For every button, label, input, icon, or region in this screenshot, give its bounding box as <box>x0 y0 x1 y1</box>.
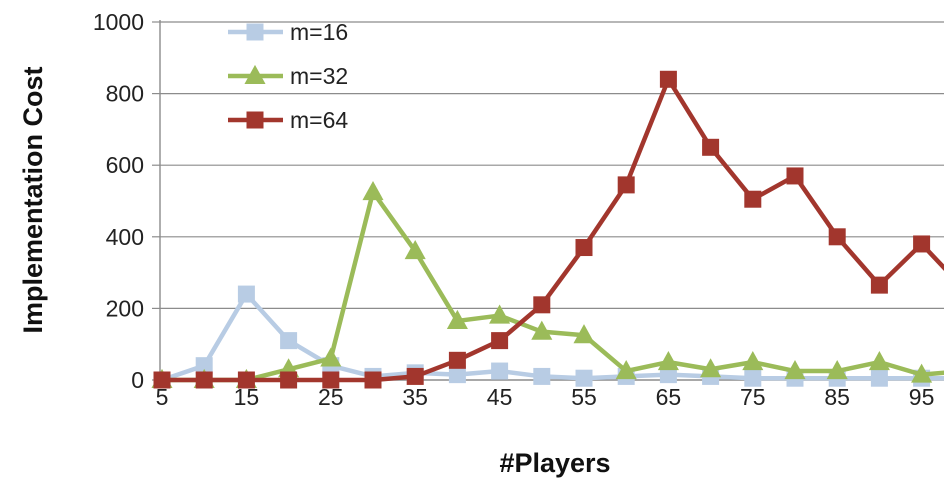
data-point <box>870 276 888 294</box>
data-point <box>491 362 509 380</box>
data-point <box>828 228 846 246</box>
x-tick-label: 55 <box>571 384 597 410</box>
x-tick-label: 75 <box>740 384 766 410</box>
legend-label: m=16 <box>290 19 348 45</box>
data-point <box>575 239 593 257</box>
data-point <box>913 235 931 253</box>
y-tick-label: 400 <box>106 224 144 250</box>
x-tick-label: 95 <box>909 384 935 410</box>
y-tick-labels: 0 200 400 600 800 1000 <box>93 9 144 393</box>
data-point <box>322 371 340 389</box>
data-point <box>700 358 722 378</box>
x-tick-labels: 5 15 25 35 45 55 65 75 85 95 <box>156 384 935 410</box>
legend-marker <box>244 64 266 85</box>
data-point <box>531 320 553 340</box>
data-point <box>615 359 637 380</box>
legend-item: m=32 <box>228 63 348 89</box>
x-tick-label: 35 <box>402 384 428 410</box>
data-point <box>448 366 466 384</box>
data-point <box>784 359 806 380</box>
y-axis-title: Implementation Cost <box>18 66 48 333</box>
x-tick-label: 85 <box>824 384 850 410</box>
y-tick-label: 1000 <box>93 9 144 35</box>
data-point <box>280 371 298 389</box>
data-point <box>702 138 720 156</box>
data-point <box>744 369 762 387</box>
data-point <box>446 309 468 329</box>
data-point <box>575 369 593 387</box>
legend: m=16 m=32 m=64 <box>228 19 348 133</box>
legend-label: m=64 <box>290 107 348 133</box>
data-point <box>657 351 679 371</box>
y-tick-label: 0 <box>131 367 144 393</box>
series-line <box>161 291 944 383</box>
legend-marker <box>246 111 264 129</box>
data-point <box>491 332 509 350</box>
data-point <box>870 369 888 387</box>
legend-label: m=32 <box>290 63 348 89</box>
gridlines <box>152 21 944 381</box>
data-point <box>659 366 677 384</box>
data-point <box>617 176 635 194</box>
data-point <box>364 371 382 389</box>
data-point <box>406 367 424 385</box>
legend-marker <box>246 23 264 41</box>
data-point <box>237 285 255 303</box>
data-point <box>786 167 804 185</box>
y-tick-label: 200 <box>106 295 144 321</box>
data-point <box>195 357 213 375</box>
series-m=32 <box>151 180 944 389</box>
series-line <box>162 77 944 383</box>
x-axis-title: #Players <box>499 448 610 478</box>
series-m=64 <box>153 70 944 389</box>
data-point <box>195 371 213 389</box>
series-layer <box>151 70 944 389</box>
y-tick-label: 800 <box>106 81 144 107</box>
data-point <box>489 304 511 324</box>
x-tick-label: 45 <box>487 384 513 410</box>
legend-item: m=64 <box>228 107 348 133</box>
data-point <box>533 367 551 385</box>
series-line <box>162 189 944 383</box>
data-point <box>280 332 298 350</box>
data-point <box>826 359 848 380</box>
data-point <box>911 363 933 383</box>
data-point <box>573 324 595 344</box>
legend-item: m=16 <box>228 19 348 45</box>
data-point <box>533 296 551 314</box>
data-point <box>742 351 764 371</box>
data-point <box>153 371 171 389</box>
y-tick-label: 600 <box>106 152 144 178</box>
data-point <box>744 190 762 208</box>
data-point <box>868 351 890 371</box>
data-point <box>404 240 426 260</box>
data-point <box>320 347 342 367</box>
data-point <box>237 371 255 389</box>
x-tick-label: 65 <box>656 384 682 410</box>
x-tick-label: 5 <box>156 384 169 410</box>
data-point <box>362 180 384 201</box>
data-point <box>659 70 677 88</box>
data-point <box>448 351 466 369</box>
